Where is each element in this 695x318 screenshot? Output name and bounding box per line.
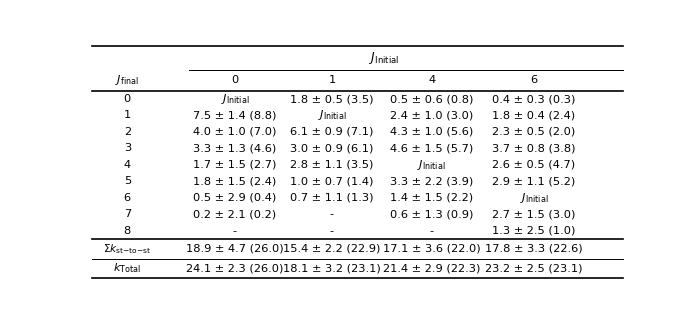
Text: 0: 0 (231, 75, 238, 86)
Text: 1.7 ± 1.5 (2.7): 1.7 ± 1.5 (2.7) (193, 160, 277, 170)
Text: $\Sigma k_{\mathrm{st\mathsf{-}to\mathsf{-}st}}$: $\Sigma k_{\mathrm{st\mathsf{-}to\mathsf… (103, 242, 152, 256)
Text: 4: 4 (428, 75, 435, 86)
Text: 0.7 ± 1.1 (1.3): 0.7 ± 1.1 (1.3) (291, 193, 374, 203)
Text: -: - (430, 226, 434, 236)
Text: 6: 6 (530, 75, 537, 86)
Text: 1.8 ± 0.5 (3.5): 1.8 ± 0.5 (3.5) (291, 94, 374, 104)
Text: 2.4 ± 1.0 (3.0): 2.4 ± 1.0 (3.0) (390, 110, 473, 121)
Text: 2.3 ± 0.5 (2.0): 2.3 ± 0.5 (2.0) (492, 127, 575, 137)
Text: $J_{\mathrm{Initial}}$: $J_{\mathrm{Initial}}$ (221, 92, 250, 106)
Text: 3.3 ± 1.3 (4.6): 3.3 ± 1.3 (4.6) (193, 143, 277, 153)
Text: 2: 2 (124, 127, 131, 137)
Text: $J_{\mathrm{Initial}}$: $J_{\mathrm{Initial}}$ (520, 191, 548, 205)
Text: $J_{\mathrm{Initial}}$: $J_{\mathrm{Initial}}$ (369, 50, 400, 66)
Text: 3.0 ± 0.9 (6.1): 3.0 ± 0.9 (6.1) (291, 143, 374, 153)
Text: -: - (233, 226, 237, 236)
Text: 0.5 ± 2.9 (0.4): 0.5 ± 2.9 (0.4) (193, 193, 277, 203)
Text: 0: 0 (124, 94, 131, 104)
Text: 0.4 ± 0.3 (0.3): 0.4 ± 0.3 (0.3) (492, 94, 575, 104)
Text: 3.3 ± 2.2 (3.9): 3.3 ± 2.2 (3.9) (390, 176, 473, 186)
Text: 6: 6 (124, 193, 131, 203)
Text: 8: 8 (124, 226, 131, 236)
Text: 0.6 ± 1.3 (0.9): 0.6 ± 1.3 (0.9) (390, 209, 473, 219)
Text: 1.8 ± 1.5 (2.4): 1.8 ± 1.5 (2.4) (193, 176, 277, 186)
Text: 21.4 ± 2.9 (22.3): 21.4 ± 2.9 (22.3) (383, 263, 480, 273)
Text: 3.7 ± 0.8 (3.8): 3.7 ± 0.8 (3.8) (492, 143, 575, 153)
Text: 4.0 ± 1.0 (7.0): 4.0 ± 1.0 (7.0) (193, 127, 277, 137)
Text: 2.7 ± 1.5 (3.0): 2.7 ± 1.5 (3.0) (492, 209, 575, 219)
Text: 1: 1 (328, 75, 336, 86)
Text: 5: 5 (124, 176, 131, 186)
Text: 0.2 ± 2.1 (0.2): 0.2 ± 2.1 (0.2) (193, 209, 277, 219)
Text: 17.1 ± 3.6 (22.0): 17.1 ± 3.6 (22.0) (383, 244, 480, 254)
Text: 4: 4 (124, 160, 131, 170)
Text: $J_{\mathrm{Initial}}$: $J_{\mathrm{Initial}}$ (417, 158, 446, 172)
Text: 24.1 ± 2.3 (26.0): 24.1 ± 2.3 (26.0) (186, 263, 284, 273)
Text: 1.0 ± 0.7 (1.4): 1.0 ± 0.7 (1.4) (291, 176, 374, 186)
Text: 0.5 ± 0.6 (0.8): 0.5 ± 0.6 (0.8) (390, 94, 473, 104)
Text: 3: 3 (124, 143, 131, 153)
Text: $J_{\mathrm{Initial}}$: $J_{\mathrm{Initial}}$ (318, 108, 346, 122)
Text: 17.8 ± 3.3 (22.6): 17.8 ± 3.3 (22.6) (485, 244, 582, 254)
Text: 2.9 ± 1.1 (5.2): 2.9 ± 1.1 (5.2) (492, 176, 575, 186)
Text: -: - (330, 226, 334, 236)
Text: 2.6 ± 0.5 (4.7): 2.6 ± 0.5 (4.7) (492, 160, 575, 170)
Text: 4.3 ± 1.0 (5.6): 4.3 ± 1.0 (5.6) (390, 127, 473, 137)
Text: 7.5 ± 1.4 (8.8): 7.5 ± 1.4 (8.8) (193, 110, 277, 121)
Text: 4.6 ± 1.5 (5.7): 4.6 ± 1.5 (5.7) (390, 143, 473, 153)
Text: $k_{\mathrm{Total}}$: $k_{\mathrm{Total}}$ (113, 261, 141, 275)
Text: 6.1 ± 0.9 (7.1): 6.1 ± 0.9 (7.1) (291, 127, 374, 137)
Text: 15.4 ± 2.2 (22.9): 15.4 ± 2.2 (22.9) (284, 244, 381, 254)
Text: 23.2 ± 2.5 (23.1): 23.2 ± 2.5 (23.1) (485, 263, 582, 273)
Text: 18.9 ± 4.7 (26.0): 18.9 ± 4.7 (26.0) (186, 244, 284, 254)
Text: 2.8 ± 1.1 (3.5): 2.8 ± 1.1 (3.5) (291, 160, 374, 170)
Text: 1.4 ± 1.5 (2.2): 1.4 ± 1.5 (2.2) (390, 193, 473, 203)
Text: 7: 7 (124, 209, 131, 219)
Text: -: - (330, 209, 334, 219)
Text: 1.8 ± 0.4 (2.4): 1.8 ± 0.4 (2.4) (492, 110, 575, 121)
Text: 1: 1 (124, 110, 131, 121)
Text: $J_{\mathrm{final}}$: $J_{\mathrm{final}}$ (115, 73, 139, 87)
Text: 1.3 ± 2.5 (1.0): 1.3 ± 2.5 (1.0) (492, 226, 575, 236)
Text: 18.1 ± 3.2 (23.1): 18.1 ± 3.2 (23.1) (283, 263, 381, 273)
